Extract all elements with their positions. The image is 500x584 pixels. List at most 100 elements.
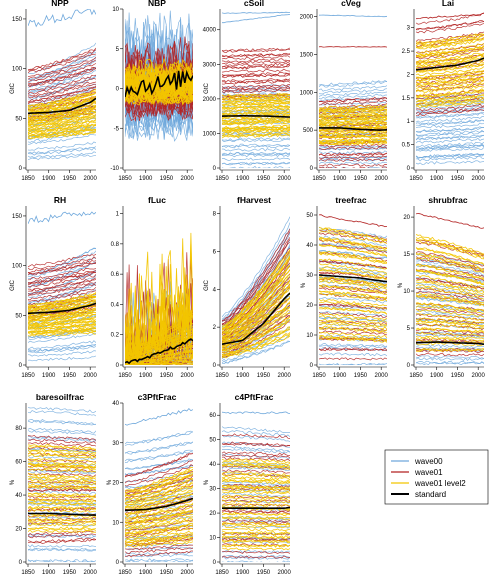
series-line-wave01-level2 xyxy=(416,99,484,107)
series-line-wave01-level2 xyxy=(222,459,290,466)
series-line-wave01-level2 xyxy=(28,449,96,456)
series-line-wave01-level2 xyxy=(125,533,193,542)
y-tick-label: -10 xyxy=(110,166,119,172)
series-line-wave01-level2 xyxy=(222,132,290,137)
series-line-wave01 xyxy=(28,290,96,303)
y-tick-label: 150 xyxy=(12,17,23,23)
y-tick-label: 20 xyxy=(306,303,313,309)
y-tick-label: 0.8 xyxy=(111,242,120,248)
series-line-wave01-level2 xyxy=(28,492,96,497)
panel-title: cVeg xyxy=(341,0,361,8)
series-line-wave01-level2 xyxy=(222,269,290,335)
series-line-wave01-level2 xyxy=(416,82,484,92)
series-line-wave00 xyxy=(416,346,484,351)
series-line-wave01 xyxy=(416,21,484,30)
y-tick-label: 50 xyxy=(15,313,22,319)
series-line-wave01 xyxy=(222,456,290,462)
x-tick-label: 1850 xyxy=(21,373,35,379)
x-tick-label: 1850 xyxy=(118,570,132,576)
series-line-wave01-level2 xyxy=(222,494,290,499)
series-line-wave01-level2 xyxy=(416,287,484,300)
series-line-wave01-level2 xyxy=(222,292,290,342)
series-line-wave01 xyxy=(28,271,96,286)
series-line-wave01-level2 xyxy=(416,302,484,311)
series-line-wave01 xyxy=(416,13,484,25)
series-line-wave01-level2 xyxy=(125,477,193,501)
series-line-wave01-level2 xyxy=(222,264,290,333)
x-tick-label: 1950 xyxy=(160,373,174,379)
series-line-wave00 xyxy=(28,544,96,548)
series-line-wave00 xyxy=(222,216,290,318)
series-line-wave01 xyxy=(28,269,96,283)
x-tick-label: 1950 xyxy=(451,373,465,379)
series-line-wave01-level2 xyxy=(416,278,484,293)
series-line-wave01-level2 xyxy=(319,290,387,300)
series-line-wave01-level2 xyxy=(319,124,387,129)
series-line-wave01-level2 xyxy=(222,503,290,508)
series-lines xyxy=(125,10,193,142)
x-tick-label: 1850 xyxy=(312,373,326,379)
series-line-wave01 xyxy=(125,460,193,484)
series-line-wave00 xyxy=(125,441,193,455)
series-line-wave01-level2 xyxy=(222,522,290,527)
series-line-wave01-level2 xyxy=(222,473,290,479)
x-tick-label: 2000 xyxy=(181,373,195,379)
y-tick-label: 0 xyxy=(116,87,120,93)
series-line-wave00 xyxy=(416,355,484,360)
series-line-wave01 xyxy=(28,537,96,543)
series-line-wave00 xyxy=(416,160,484,165)
series-line-wave01-level2 xyxy=(416,240,484,260)
y-tick-label: 60 xyxy=(209,413,216,419)
series-line-wave01-level2 xyxy=(125,300,193,360)
series-line-wave00 xyxy=(416,297,484,307)
series-line-wave00 xyxy=(125,546,193,551)
series-line-wave01-level2 xyxy=(416,35,484,47)
series-line-wave01 xyxy=(28,268,96,281)
series-line-wave01-level2 xyxy=(416,94,484,103)
series-line-wave01-level2 xyxy=(319,107,387,112)
y-axis-label: GtC xyxy=(10,83,16,94)
series-line-wave01-level2 xyxy=(28,468,96,473)
y-tick-label: 0 xyxy=(19,166,23,172)
series-line-wave00 xyxy=(28,350,96,357)
series-line-wave00 xyxy=(416,116,484,123)
legend-label: wave00 xyxy=(414,457,443,466)
series-line-wave01-level2 xyxy=(416,339,484,345)
series-line-wave01-level2 xyxy=(28,95,96,112)
series-line-wave01-level2 xyxy=(28,327,96,334)
y-tick-label: 0.6 xyxy=(111,272,120,278)
series-line-wave00 xyxy=(222,137,290,141)
outlier-line-wave00 xyxy=(222,11,290,14)
series-line-wave01 xyxy=(222,71,290,77)
series-line-wave01-level2 xyxy=(416,322,484,330)
series-line-wave01-level2 xyxy=(125,513,193,526)
panel-title: treefrac xyxy=(335,195,366,205)
series-line-wave01-level2 xyxy=(416,48,484,59)
series-line-wave01-level2 xyxy=(319,227,387,242)
y-tick-label: 1 xyxy=(116,212,120,218)
series-line-wave01-level2 xyxy=(222,126,290,131)
series-line-wave00 xyxy=(416,360,484,365)
outlier-line-wave00 xyxy=(125,408,193,426)
series-lines xyxy=(416,12,484,165)
x-tick-label: 1950 xyxy=(257,570,271,576)
series-line-wave01-level2 xyxy=(416,331,484,337)
series-line-wave00 xyxy=(28,430,96,436)
standard-line xyxy=(28,97,96,115)
series-line-wave01-level2 xyxy=(28,295,96,308)
series-line-wave01-level2 xyxy=(416,76,484,85)
series-line-wave01-level2 xyxy=(222,475,290,481)
series-line-wave01-level2 xyxy=(28,110,96,123)
series-line-wave01-level2 xyxy=(319,133,387,138)
series-line-wave01-level2 xyxy=(222,499,290,504)
series-line-wave01-level2 xyxy=(125,541,193,548)
series-line-wave01-level2 xyxy=(319,266,387,277)
series-line-wave01-level2 xyxy=(222,335,290,359)
legend: wave00 wave01 wave01 level2 standard xyxy=(384,449,489,505)
series-lines xyxy=(416,212,484,365)
series-line-wave00 xyxy=(319,161,387,165)
series-line-wave01 xyxy=(28,277,96,291)
series-line-wave01-level2 xyxy=(28,97,96,114)
series-line-wave00 xyxy=(222,445,290,453)
series-line-wave00 xyxy=(28,418,96,425)
